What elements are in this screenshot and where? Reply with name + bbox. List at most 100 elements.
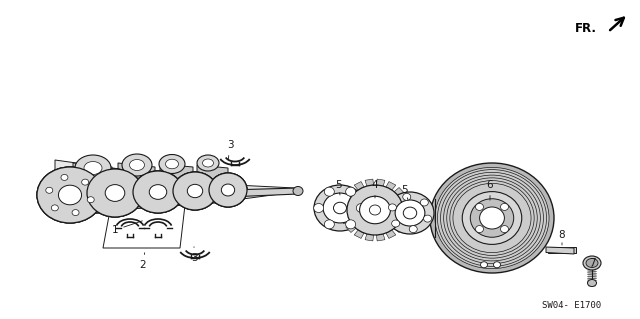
Ellipse shape xyxy=(159,154,185,174)
Ellipse shape xyxy=(51,205,58,211)
Polygon shape xyxy=(346,224,356,233)
Polygon shape xyxy=(118,163,155,210)
Ellipse shape xyxy=(51,205,58,211)
Ellipse shape xyxy=(188,184,203,198)
Ellipse shape xyxy=(82,179,89,185)
Text: 3: 3 xyxy=(191,247,197,263)
Ellipse shape xyxy=(435,167,549,269)
Polygon shape xyxy=(400,196,409,204)
Polygon shape xyxy=(55,160,295,215)
Ellipse shape xyxy=(333,202,346,214)
Polygon shape xyxy=(346,188,356,197)
Ellipse shape xyxy=(360,196,390,224)
Ellipse shape xyxy=(586,258,598,268)
Ellipse shape xyxy=(347,185,403,235)
Ellipse shape xyxy=(403,207,417,219)
Ellipse shape xyxy=(84,161,102,174)
Ellipse shape xyxy=(61,174,68,181)
Polygon shape xyxy=(394,224,404,233)
Polygon shape xyxy=(365,179,374,186)
Polygon shape xyxy=(386,182,396,190)
Ellipse shape xyxy=(82,179,89,185)
Ellipse shape xyxy=(588,279,596,286)
Ellipse shape xyxy=(493,262,500,268)
Ellipse shape xyxy=(87,197,94,203)
Ellipse shape xyxy=(346,220,356,229)
Ellipse shape xyxy=(75,155,111,181)
Polygon shape xyxy=(341,216,350,224)
Ellipse shape xyxy=(87,197,94,203)
Text: 5: 5 xyxy=(402,185,408,200)
Text: 2: 2 xyxy=(140,253,147,270)
Polygon shape xyxy=(403,206,410,213)
Polygon shape xyxy=(73,192,112,215)
Ellipse shape xyxy=(149,185,167,199)
Ellipse shape xyxy=(386,192,434,234)
Text: 5: 5 xyxy=(335,180,341,195)
Ellipse shape xyxy=(403,193,411,200)
Ellipse shape xyxy=(356,204,366,212)
Ellipse shape xyxy=(37,167,103,223)
Polygon shape xyxy=(118,190,155,210)
Ellipse shape xyxy=(61,174,68,181)
Polygon shape xyxy=(354,182,364,190)
Ellipse shape xyxy=(133,171,183,213)
Polygon shape xyxy=(103,205,185,248)
Ellipse shape xyxy=(209,173,247,207)
Polygon shape xyxy=(197,189,228,204)
Polygon shape xyxy=(228,188,298,197)
Ellipse shape xyxy=(369,205,381,215)
Ellipse shape xyxy=(122,154,152,176)
Ellipse shape xyxy=(58,185,81,205)
Polygon shape xyxy=(354,230,364,238)
Ellipse shape xyxy=(105,185,125,201)
Ellipse shape xyxy=(105,185,125,201)
Ellipse shape xyxy=(314,185,366,231)
Text: 8: 8 xyxy=(559,230,565,245)
Polygon shape xyxy=(341,196,350,204)
Polygon shape xyxy=(400,216,409,224)
Ellipse shape xyxy=(476,204,483,211)
Polygon shape xyxy=(160,164,193,207)
Ellipse shape xyxy=(173,172,217,210)
Ellipse shape xyxy=(149,185,167,199)
Ellipse shape xyxy=(46,187,52,193)
Ellipse shape xyxy=(500,226,509,233)
Ellipse shape xyxy=(583,256,601,270)
Text: 4: 4 xyxy=(372,180,378,198)
Ellipse shape xyxy=(470,199,514,237)
Ellipse shape xyxy=(173,172,217,210)
Polygon shape xyxy=(160,189,193,207)
Polygon shape xyxy=(394,188,404,197)
Ellipse shape xyxy=(202,159,214,167)
Polygon shape xyxy=(548,247,576,253)
Ellipse shape xyxy=(479,207,504,229)
Ellipse shape xyxy=(388,204,396,211)
Ellipse shape xyxy=(462,192,522,244)
Ellipse shape xyxy=(324,187,334,196)
Ellipse shape xyxy=(346,187,356,196)
Polygon shape xyxy=(376,179,385,186)
Polygon shape xyxy=(340,206,348,213)
Ellipse shape xyxy=(481,262,488,268)
Ellipse shape xyxy=(221,184,235,196)
Text: 1: 1 xyxy=(112,221,142,235)
Polygon shape xyxy=(365,234,374,241)
Text: 3: 3 xyxy=(227,140,234,159)
Ellipse shape xyxy=(188,184,203,198)
Text: SW04- E1700: SW04- E1700 xyxy=(543,300,602,309)
Ellipse shape xyxy=(323,193,357,223)
Ellipse shape xyxy=(197,155,219,171)
Polygon shape xyxy=(197,165,228,204)
Ellipse shape xyxy=(500,204,509,211)
Ellipse shape xyxy=(58,185,81,205)
Ellipse shape xyxy=(314,204,324,212)
Ellipse shape xyxy=(72,210,79,216)
Ellipse shape xyxy=(72,210,79,216)
Ellipse shape xyxy=(476,226,483,233)
Ellipse shape xyxy=(430,163,554,273)
Polygon shape xyxy=(386,230,396,238)
Ellipse shape xyxy=(409,226,417,233)
Ellipse shape xyxy=(87,169,143,217)
Ellipse shape xyxy=(324,220,334,229)
